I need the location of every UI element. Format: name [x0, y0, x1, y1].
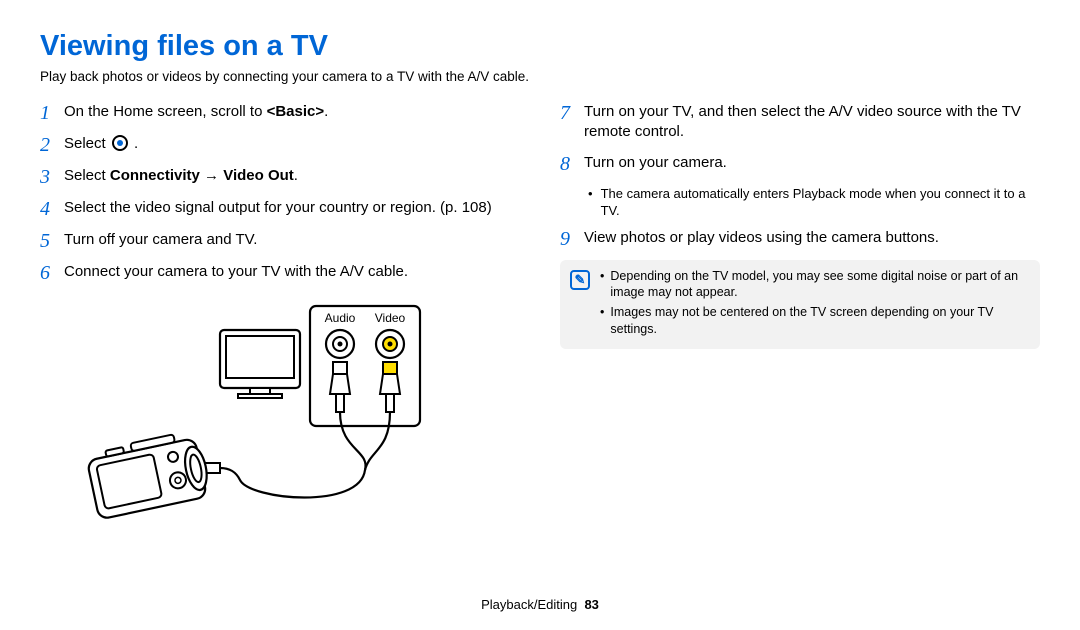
step-number: 3 [40, 166, 64, 188]
note-icon: ✎ [570, 270, 590, 290]
footer-page-number: 83 [584, 597, 598, 612]
step-text: Select . [64, 134, 138, 154]
page-subtitle: Play back photos or videos by connecting… [40, 69, 1040, 84]
step-2: 2 Select . [40, 134, 520, 156]
audio-label: Audio [325, 311, 356, 325]
note-item: •Images may not be centered on the TV sc… [600, 304, 1030, 338]
text: Select [64, 135, 110, 152]
left-column: 1 On the Home screen, scroll to <Basic>.… [40, 102, 520, 545]
step-8-sub: • The camera automatically enters Playba… [588, 185, 1040, 220]
text-bold: <Basic> [267, 103, 325, 120]
step-1: 1 On the Home screen, scroll to <Basic>. [40, 102, 520, 124]
page-footer: Playback/Editing 83 [0, 597, 1080, 612]
step-text: Turn on your TV, and then select the A/V… [584, 102, 1040, 143]
step-number: 5 [40, 230, 64, 252]
select-icon [112, 135, 128, 151]
page-title: Viewing files on a TV [40, 30, 1040, 63]
bullet-icon: • [588, 185, 593, 203]
text: Select [64, 167, 110, 184]
right-column: 7 Turn on your TV, and then select the A… [560, 102, 1040, 545]
text: . [130, 135, 138, 152]
video-label: Video [375, 311, 406, 325]
step-8: 8 Turn on your camera. [560, 153, 1040, 175]
step-number: 1 [40, 102, 64, 124]
step-5: 5 Turn off your camera and TV. [40, 230, 520, 252]
bullet-icon: • [600, 304, 604, 338]
step-9: 9 View photos or play videos using the c… [560, 228, 1040, 250]
step-6: 6 Connect your camera to your TV with th… [40, 262, 520, 284]
step-text: Connect your camera to your TV with the … [64, 262, 408, 282]
step-4: 4 Select the video signal output for you… [40, 198, 520, 220]
step-number: 7 [560, 102, 584, 124]
footer-section: Playback/Editing [481, 597, 577, 612]
text-bold: Connectivity → Video Out [110, 167, 294, 184]
step-text: Select Connectivity → Video Out. [64, 166, 298, 186]
step-number: 4 [40, 198, 64, 220]
note-list: •Depending on the TV model, you may see … [600, 268, 1030, 342]
text: . [324, 103, 328, 120]
connection-diagram: Audio Video [70, 300, 520, 545]
step-3: 3 Select Connectivity → Video Out. [40, 166, 520, 188]
step-text: On the Home screen, scroll to <Basic>. [64, 102, 328, 122]
step-sub-text: The camera automatically enters Playback… [601, 185, 1040, 220]
step-text: View photos or play videos using the cam… [584, 228, 939, 248]
note-box: ✎ •Depending on the TV model, you may se… [560, 260, 1040, 350]
step-number: 2 [40, 134, 64, 156]
step-text: Turn off your camera and TV. [64, 230, 257, 250]
content-columns: 1 On the Home screen, scroll to <Basic>.… [40, 102, 1040, 545]
step-text: Select the video signal output for your … [64, 198, 492, 218]
step-number: 9 [560, 228, 584, 250]
note-text: Depending on the TV model, you may see s… [610, 268, 1030, 302]
bullet-icon: • [600, 268, 604, 302]
step-number: 8 [560, 153, 584, 175]
step-text: Turn on your camera. [584, 153, 727, 173]
text: . [294, 167, 298, 184]
text: On the Home screen, scroll to [64, 103, 267, 120]
step-number: 6 [40, 262, 64, 284]
step-7: 7 Turn on your TV, and then select the A… [560, 102, 1040, 143]
note-item: •Depending on the TV model, you may see … [600, 268, 1030, 302]
note-text: Images may not be centered on the TV scr… [610, 304, 1030, 338]
